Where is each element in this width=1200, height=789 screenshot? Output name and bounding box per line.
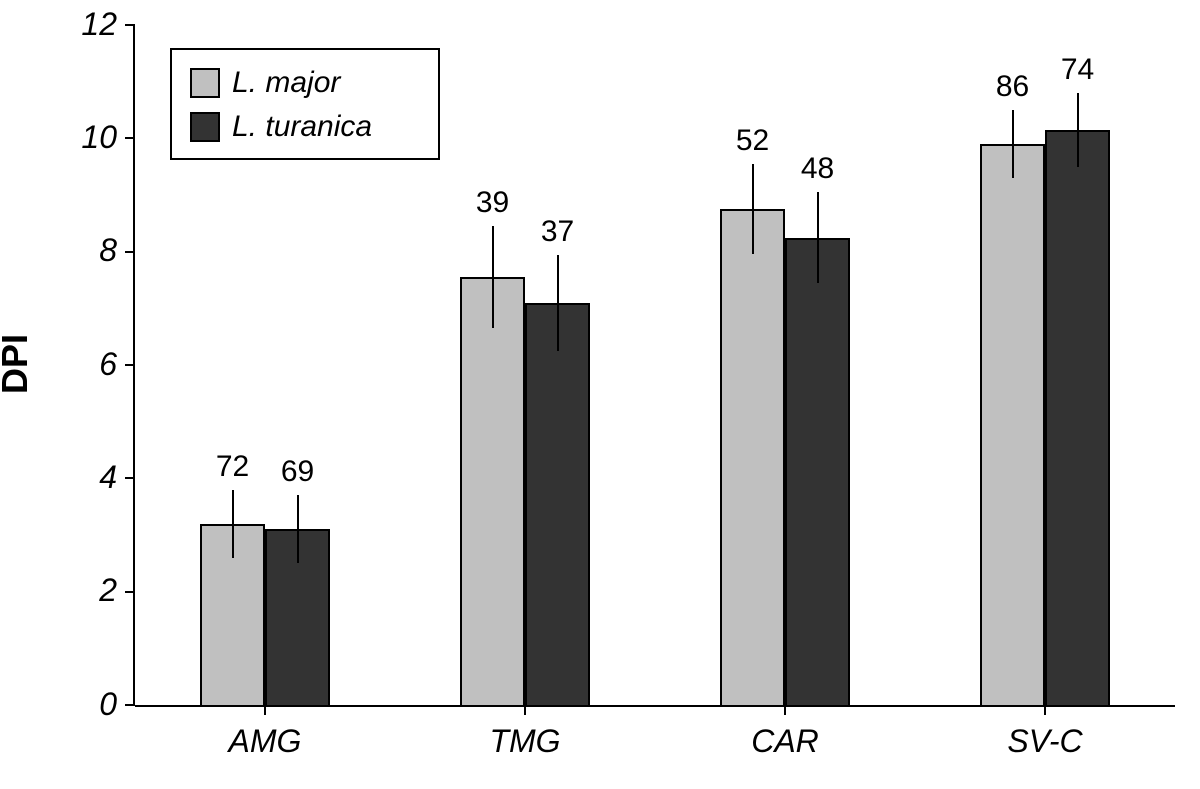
x-tick <box>784 705 786 715</box>
bar <box>460 277 525 705</box>
y-tick <box>125 591 135 593</box>
x-axis-line <box>135 705 1175 707</box>
y-tick <box>125 477 135 479</box>
error-bar <box>1077 93 1079 167</box>
x-tick <box>264 705 266 715</box>
y-tick-label: 0 <box>47 686 117 723</box>
bar <box>980 144 1045 705</box>
bar <box>1045 130 1110 705</box>
bar-data-label: 37 <box>518 215 598 249</box>
y-tick-label: 4 <box>47 459 117 496</box>
error-bar <box>817 192 819 283</box>
bar <box>720 209 785 705</box>
bar <box>785 238 850 706</box>
legend-label: L. major <box>232 66 340 100</box>
legend-swatch <box>190 112 220 142</box>
error-bar <box>557 255 559 351</box>
dpi-bar-chart: DPI L. majorL. turanica 024681012AMG7269… <box>0 0 1200 789</box>
x-category-label: TMG <box>395 723 655 760</box>
y-tick-label: 6 <box>47 346 117 383</box>
legend: L. major L. turanica <box>170 48 440 160</box>
y-tick-label: 10 <box>47 119 117 156</box>
y-tick <box>125 364 135 366</box>
y-tick-label: 8 <box>47 232 117 269</box>
error-bar <box>232 490 234 558</box>
bar-data-label: 74 <box>1038 53 1118 87</box>
x-category-label: SV-C <box>915 723 1175 760</box>
x-category-label: CAR <box>655 723 915 760</box>
y-tick <box>125 24 135 26</box>
y-axis-title: DPI <box>0 264 36 464</box>
error-bar <box>297 495 299 563</box>
y-tick <box>125 251 135 253</box>
x-tick <box>524 705 526 715</box>
y-tick-label: 2 <box>47 572 117 609</box>
y-tick <box>125 704 135 706</box>
legend-swatch <box>190 68 220 98</box>
y-tick-label: 12 <box>47 6 117 43</box>
error-bar <box>492 226 494 328</box>
legend-label: L. turanica <box>232 110 372 144</box>
error-bar <box>1012 110 1014 178</box>
x-category-label: AMG <box>135 723 395 760</box>
error-bar <box>752 164 754 255</box>
bar-data-label: 48 <box>778 152 858 186</box>
y-tick <box>125 137 135 139</box>
x-tick <box>1044 705 1046 715</box>
bar <box>525 303 590 705</box>
bar-data-label: 69 <box>258 455 338 489</box>
